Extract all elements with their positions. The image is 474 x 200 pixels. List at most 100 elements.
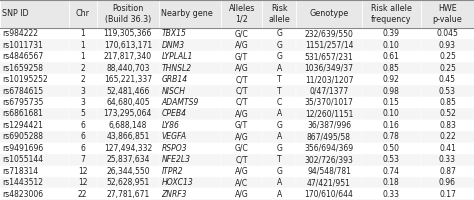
Text: 2: 2 (80, 75, 85, 84)
Text: A: A (276, 132, 282, 141)
FancyBboxPatch shape (296, 0, 362, 28)
FancyBboxPatch shape (362, 131, 421, 143)
FancyBboxPatch shape (362, 97, 421, 108)
Text: 165,221,337: 165,221,337 (104, 75, 152, 84)
Text: 0.16: 0.16 (383, 121, 400, 130)
Text: NISCH: NISCH (162, 87, 185, 96)
FancyBboxPatch shape (0, 97, 69, 108)
FancyBboxPatch shape (296, 143, 362, 154)
Text: THNSL2: THNSL2 (162, 64, 191, 73)
FancyBboxPatch shape (221, 39, 262, 51)
FancyBboxPatch shape (69, 131, 97, 143)
Text: NFE2L3: NFE2L3 (162, 155, 191, 164)
FancyBboxPatch shape (97, 166, 159, 177)
Text: 0.25: 0.25 (439, 64, 456, 73)
FancyBboxPatch shape (296, 74, 362, 85)
FancyBboxPatch shape (421, 177, 474, 188)
FancyBboxPatch shape (262, 51, 296, 62)
FancyBboxPatch shape (421, 51, 474, 62)
Text: A/G: A/G (235, 167, 248, 176)
FancyBboxPatch shape (0, 108, 69, 120)
Text: 0.33: 0.33 (439, 155, 456, 164)
FancyBboxPatch shape (362, 28, 421, 39)
FancyBboxPatch shape (421, 143, 474, 154)
FancyBboxPatch shape (159, 62, 221, 74)
FancyBboxPatch shape (159, 74, 221, 85)
Text: 25,837,634: 25,837,634 (106, 155, 150, 164)
Text: 170/610/644: 170/610/644 (305, 190, 354, 199)
Text: 0.22: 0.22 (439, 132, 456, 141)
Text: 6: 6 (80, 132, 85, 141)
Text: rs718314: rs718314 (2, 167, 38, 176)
FancyBboxPatch shape (97, 177, 159, 188)
FancyBboxPatch shape (262, 166, 296, 177)
FancyBboxPatch shape (296, 188, 362, 200)
Text: 0/47/1377: 0/47/1377 (310, 87, 348, 96)
FancyBboxPatch shape (97, 62, 159, 74)
Text: G: G (276, 144, 282, 153)
FancyBboxPatch shape (262, 0, 296, 28)
Text: 1: 1 (80, 52, 85, 61)
Text: 0.33: 0.33 (383, 190, 400, 199)
Text: rs1294421: rs1294421 (2, 121, 43, 130)
Text: A/G: A/G (235, 190, 248, 199)
FancyBboxPatch shape (0, 154, 69, 166)
FancyBboxPatch shape (97, 108, 159, 120)
FancyBboxPatch shape (0, 28, 69, 39)
FancyBboxPatch shape (262, 154, 296, 166)
Text: 26,344,550: 26,344,550 (106, 167, 150, 176)
Text: 0.83: 0.83 (439, 121, 456, 130)
FancyBboxPatch shape (221, 74, 262, 85)
FancyBboxPatch shape (69, 120, 97, 131)
FancyBboxPatch shape (97, 74, 159, 85)
Text: C/T: C/T (236, 75, 248, 84)
Text: 0.98: 0.98 (383, 87, 400, 96)
FancyBboxPatch shape (0, 62, 69, 74)
FancyBboxPatch shape (421, 28, 474, 39)
FancyBboxPatch shape (296, 28, 362, 39)
FancyBboxPatch shape (362, 39, 421, 51)
FancyBboxPatch shape (0, 85, 69, 97)
Text: G: G (276, 29, 282, 38)
FancyBboxPatch shape (221, 154, 262, 166)
FancyBboxPatch shape (159, 108, 221, 120)
FancyBboxPatch shape (262, 120, 296, 131)
Text: 22: 22 (78, 190, 87, 199)
Text: rs9491696: rs9491696 (2, 144, 44, 153)
FancyBboxPatch shape (97, 97, 159, 108)
Text: 867/495/58: 867/495/58 (307, 132, 351, 141)
Text: A: A (276, 64, 282, 73)
FancyBboxPatch shape (362, 85, 421, 97)
Text: G/C: G/C (235, 29, 248, 38)
FancyBboxPatch shape (69, 97, 97, 108)
FancyBboxPatch shape (69, 62, 97, 74)
Text: 0.78: 0.78 (383, 132, 400, 141)
Text: rs6905288: rs6905288 (2, 132, 43, 141)
FancyBboxPatch shape (296, 131, 362, 143)
Text: 6,688,148: 6,688,148 (109, 121, 147, 130)
Text: 531/657/231: 531/657/231 (305, 52, 354, 61)
Text: 52,628,951: 52,628,951 (106, 178, 149, 187)
Text: G: G (276, 121, 282, 130)
Text: SNP ID: SNP ID (2, 9, 29, 18)
FancyBboxPatch shape (421, 85, 474, 97)
Text: 6: 6 (80, 144, 85, 153)
FancyBboxPatch shape (159, 166, 221, 177)
Text: 0.93: 0.93 (439, 41, 456, 50)
FancyBboxPatch shape (0, 0, 69, 28)
Text: 356/694/369: 356/694/369 (304, 144, 354, 153)
Text: 0.45: 0.45 (439, 75, 456, 84)
FancyBboxPatch shape (262, 131, 296, 143)
Text: 0.87: 0.87 (439, 167, 456, 176)
Text: Alleles
1/2: Alleles 1/2 (228, 4, 255, 24)
Text: Nearby gene: Nearby gene (162, 9, 213, 18)
FancyBboxPatch shape (262, 85, 296, 97)
FancyBboxPatch shape (0, 177, 69, 188)
FancyBboxPatch shape (159, 177, 221, 188)
FancyBboxPatch shape (362, 120, 421, 131)
FancyBboxPatch shape (296, 177, 362, 188)
FancyBboxPatch shape (362, 143, 421, 154)
FancyBboxPatch shape (362, 154, 421, 166)
Text: 0.74: 0.74 (383, 167, 400, 176)
Text: A/C: A/C (235, 178, 248, 187)
